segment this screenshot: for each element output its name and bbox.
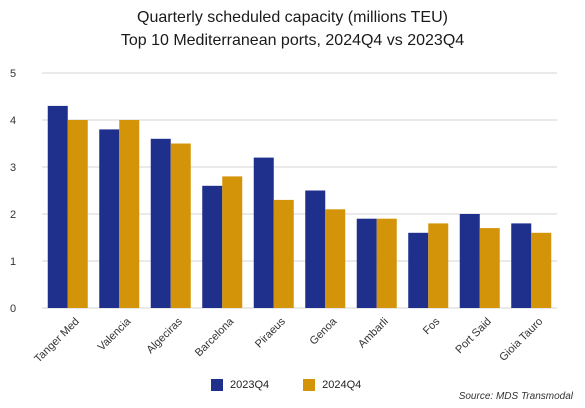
bar-2023q4-port-said <box>459 214 480 308</box>
y-tick-label: 3 <box>10 162 16 174</box>
bar-2024q4-algeciras <box>170 143 191 308</box>
x-tick-label: Tanger Med <box>32 316 82 366</box>
bar-2024q4-tanger-med <box>67 120 88 308</box>
x-tick-label: Valencia <box>96 315 134 353</box>
y-tick-label: 2 <box>10 209 16 221</box>
legend-label-2023q4: 2023Q4 <box>230 379 270 391</box>
legend-swatch-2024q4 <box>303 379 316 391</box>
y-tick-label: 4 <box>10 115 16 127</box>
bar-2023q4-genoa <box>305 190 326 308</box>
x-tick-label: Algeciras <box>144 315 185 356</box>
bar-2024q4-barcelona <box>222 176 243 308</box>
legend-item-2023q4: 2023Q4 <box>211 379 269 391</box>
chart-title: Quarterly scheduled capacity (millions T… <box>137 9 448 26</box>
x-tick-label: Barcelona <box>193 315 237 359</box>
x-tick-label: Port Said <box>453 316 493 356</box>
bar-2023q4-valencia <box>99 129 120 308</box>
bar-2023q4-tanger-med <box>47 105 68 309</box>
chart-subtitle: Top 10 Mediterranean ports, 2024Q4 vs 20… <box>120 32 465 49</box>
bar-2023q4-algeciras <box>150 138 171 308</box>
legend-label-2024q4: 2024Q4 <box>322 379 362 391</box>
y-tick-label: 5 <box>10 68 16 80</box>
legend-item-2024q4: 2024Q4 <box>303 379 361 391</box>
bar-2024q4-ambarli <box>376 218 397 308</box>
bar-2024q4-valencia <box>119 120 140 308</box>
bar-2023q4-ambarli <box>356 218 377 308</box>
bar-2024q4-gioia-tauro <box>531 232 552 308</box>
x-tick-label: Ambarli <box>356 316 391 351</box>
x-tick-label: Fos <box>421 315 443 337</box>
bar-2023q4-gioia-tauro <box>511 223 532 308</box>
legend: 2023Q4 2024Q4 <box>211 379 395 391</box>
bar-2024q4-port-said <box>479 228 500 308</box>
bar-2024q4-fos <box>428 223 449 308</box>
x-tick-label: Piraeus <box>253 315 288 350</box>
source-note: Source: MDS Transmodal <box>458 391 573 402</box>
bar-2023q4-fos <box>408 232 429 308</box>
bar-2024q4-genoa <box>325 209 346 308</box>
y-tick-label: 1 <box>10 256 16 268</box>
legend-swatch-2023q4 <box>211 379 223 391</box>
x-tick-label: Gioia Tauro <box>497 316 545 364</box>
y-tick-label: 0 <box>10 303 16 315</box>
bar-2023q4-piraeus <box>253 157 274 308</box>
bar-2023q4-barcelona <box>202 185 223 308</box>
bar-2024q4-piraeus <box>273 199 294 308</box>
x-tick-label: Genoa <box>308 315 340 347</box>
